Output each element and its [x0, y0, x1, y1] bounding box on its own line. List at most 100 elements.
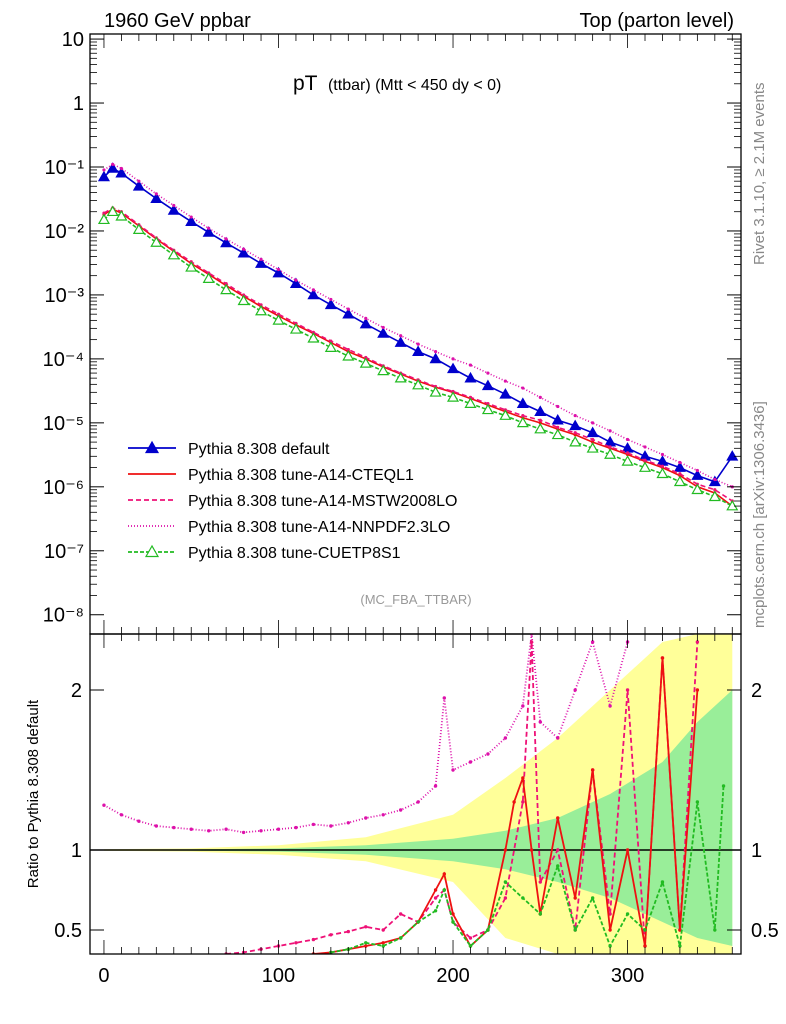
ratio-point-3-2: [364, 941, 368, 945]
ratio-point-2-23: [660, 656, 665, 660]
ratio-plot-panel: 2 2 1 1 0.5 0.5 0 100 200 300: [54, 633, 779, 987]
main-series-4: [97, 205, 739, 511]
ratio-point-0-17: [398, 808, 403, 812]
main-point-0-3: [132, 180, 145, 191]
main-point-0-13: [307, 288, 320, 300]
xtick-label-3: 300: [611, 965, 644, 987]
main-point-0-4: [150, 192, 163, 203]
main-point-0-9: [237, 246, 250, 258]
main-point-4-7: [202, 272, 215, 283]
main-point-0-37: [726, 450, 739, 461]
main-point-4-17: [377, 364, 390, 376]
main-series-line-1: [103, 208, 733, 507]
ratio-point-2-18: [573, 896, 577, 900]
main-point-4-14: [324, 341, 337, 352]
main-point-4-15: [342, 350, 355, 361]
main-point-4-18: [394, 371, 407, 383]
ratio-point-0-18: [416, 800, 420, 804]
ratio-point-0-5: [189, 827, 193, 831]
ratio-point-2-25: [695, 688, 700, 692]
ratio-plot-frame: [89, 633, 742, 955]
ratio-point-3-13: [538, 912, 542, 916]
ratio-point-1-8: [364, 925, 368, 929]
main-point-3-16: [364, 316, 368, 320]
main-point-4-34: [673, 475, 686, 487]
main-point-4-12: [289, 323, 302, 334]
ratio-point-1-21: [556, 848, 560, 852]
ratio-point-2-4: [381, 941, 385, 945]
main-point-4-11: [272, 314, 285, 325]
main-series-3: [102, 162, 734, 489]
ratio-point-1-12: [433, 896, 438, 900]
xtick-label-0: 0: [98, 965, 109, 987]
main-ytick-label-6: 10⁻⁵: [43, 413, 84, 435]
ratio-point-0-22: [468, 760, 473, 764]
main-point-0-19: [412, 345, 425, 356]
ratio-point-0-6: [206, 829, 211, 833]
main-point-4-19: [412, 378, 425, 390]
main-point-3-21: [451, 357, 455, 361]
main-point-3-2: [119, 166, 124, 171]
main-point-0-21: [446, 362, 460, 374]
ratio-point-3-6: [433, 909, 438, 913]
main-point-2-36: [713, 488, 717, 492]
ratio-band-inner: [104, 690, 733, 946]
main-point-3-0: [102, 168, 106, 172]
main-point-3-3: [137, 179, 141, 183]
main-point-4-2: [115, 210, 128, 221]
ratio-point-0-21: [451, 768, 455, 772]
ratio-point-0-12: [311, 822, 316, 827]
ratio-point-2-9: [451, 912, 455, 916]
main-point-0-10: [255, 257, 268, 268]
ratio-point-2-24: [678, 928, 682, 932]
main-point-4-26: [534, 422, 547, 434]
ratio-point-2-3: [364, 944, 368, 948]
main-point-2-0: [102, 211, 106, 215]
ratio-point-0-25: [521, 704, 525, 708]
ratio-point-0-9: [259, 829, 263, 833]
main-point-2-32: [643, 458, 647, 462]
ratio-axis-label: Ratio to Pythia 8.308 default: [25, 699, 42, 888]
main-point-3-35: [695, 468, 699, 473]
main-point-3-7: [207, 226, 211, 230]
ratio-point-3-9: [468, 944, 473, 948]
main-point-2-14: [329, 339, 333, 343]
main-point-4-25: [516, 416, 529, 428]
ratio-point-3-21: [678, 944, 682, 948]
main-point-0-14: [324, 298, 337, 310]
main-plot-panel: 10 1 10⁻¹ 10⁻² 10⁻³ 10⁻⁴ 10⁻⁵ 10⁻⁶ 10⁻⁷ 10⁻⁸ Pyth…: [43, 29, 742, 635]
main-point-3-8: [224, 237, 228, 241]
main-point-3-29: [591, 421, 595, 425]
ratio-point-3-18: [625, 912, 630, 916]
ratio-point-3-15: [573, 928, 577, 932]
main-point-3-11: [276, 267, 281, 272]
main-point-0-35: [691, 469, 704, 480]
ratio-point-0-14: [346, 821, 351, 825]
main-point-3-24: [503, 379, 507, 383]
ratio-point-0-3: [154, 824, 159, 828]
ratio-point-0-31: [608, 704, 612, 708]
main-point-2-34: [678, 472, 682, 476]
ratio-point-2-12: [503, 848, 508, 852]
main-point-0-11: [272, 266, 285, 278]
ratio-ytick-label-right-2: 0.5: [751, 920, 779, 942]
ratio-point-3-24: [721, 784, 726, 788]
ratio-point-0-23: [486, 752, 490, 756]
main-point-3-30: [608, 429, 612, 433]
main-point-0-1: [106, 162, 119, 173]
ratio-point-1-6: [329, 933, 333, 937]
ratio-point-2-8: [442, 872, 446, 876]
ratio-point-1-5: [311, 937, 316, 942]
main-ytick-label-3: 10⁻²: [45, 221, 85, 243]
main-point-3-27: [556, 404, 560, 409]
ratio-point-3-7: [442, 888, 446, 892]
ratio-point-1-20: [538, 880, 542, 884]
legend-label-1: Pythia 8.308 tune-A14-CTEQL1: [188, 467, 414, 484]
ratio-ytick-label-0: 2: [71, 680, 82, 702]
ratio-point-0-0: [102, 803, 106, 807]
main-point-4-3: [132, 223, 145, 234]
mcplots-label: mcplots.cern.ch [arXiv:1306.3436]: [751, 401, 768, 628]
main-point-4-4: [150, 236, 163, 247]
main-point-0-6: [185, 215, 198, 226]
main-point-4-35: [691, 483, 704, 495]
